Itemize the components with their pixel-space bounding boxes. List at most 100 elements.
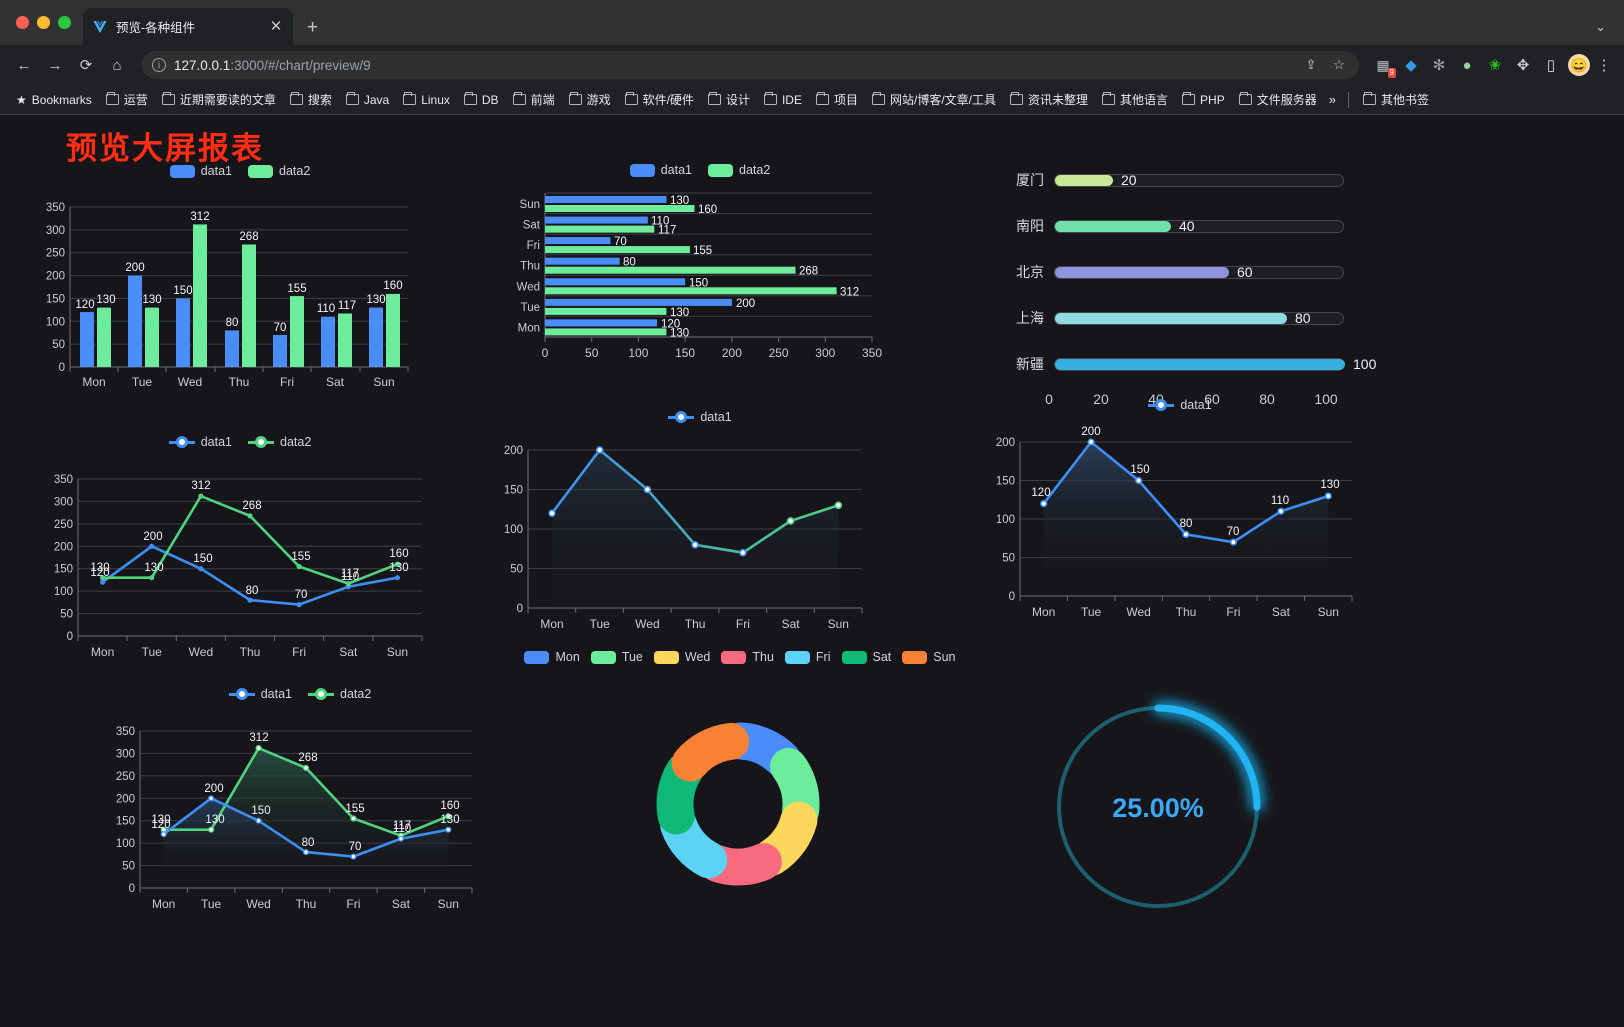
legend-label: data1 (660, 163, 692, 177)
bookmark-folder-3[interactable]: Java (340, 90, 395, 110)
page-title: 预览大屏报表 (66, 131, 264, 166)
browser-menu-icon[interactable]: ⋮ (1596, 57, 1612, 74)
browser-toolbar: ← → ⟳ ⌂ i 127.0.0.1:3000/#/chart/preview… (0, 45, 1624, 85)
close-tab-button[interactable]: ✕ (269, 18, 283, 35)
browser-tab[interactable]: 预览-各种组件 ✕ (83, 8, 293, 45)
green-dot-icon[interactable]: ● (1462, 56, 1472, 74)
folder-icon (763, 92, 777, 105)
svg-text:155: 155 (287, 283, 306, 295)
reload-icon[interactable]: ⟳ (79, 57, 93, 74)
donut-slice-tue[interactable] (650, 716, 826, 892)
donut-slice-thu[interactable] (655, 721, 821, 887)
legend-item-wed[interactable]: Wed (653, 650, 710, 664)
svg-text:160: 160 (383, 280, 402, 292)
bookmark-folder-10[interactable]: IDE (758, 90, 808, 110)
legend-item-data2[interactable]: data2 (248, 435, 311, 449)
minimize-window-button[interactable] (37, 16, 50, 29)
legend-item-sun[interactable]: Sun (902, 650, 956, 664)
bookmark-folder-8[interactable]: 软件/硬件 (619, 88, 700, 111)
maximize-window-button[interactable] (58, 16, 71, 29)
svg-text:80: 80 (1259, 391, 1275, 407)
legend-item-mon[interactable]: Mon (524, 650, 580, 664)
address-bar[interactable]: i 127.0.0.1:3000/#/chart/preview/9 ⇪ ☆ (142, 51, 1359, 79)
folder-icon (105, 92, 119, 105)
svg-text:70: 70 (274, 322, 287, 334)
legend-item-data2[interactable]: data2 (708, 163, 770, 177)
puzzle-icon[interactable]: ✥ (1516, 57, 1530, 74)
chart-vertical-bar: data1 data2 (30, 160, 450, 425)
bookmark-star-icon[interactable]: ☆ (1333, 57, 1345, 72)
bookmark-folder-9[interactable]: 设计 (702, 88, 756, 111)
legend-item-data1[interactable]: data1 (629, 163, 692, 177)
forward-icon[interactable]: → (47, 56, 63, 74)
legend-item-data1[interactable]: data1 (228, 687, 292, 701)
svg-text:Sun: Sun (1318, 605, 1339, 619)
svg-text:50: 50 (585, 346, 599, 360)
legend-label: data1 (1180, 398, 1212, 412)
svg-text:110: 110 (341, 571, 359, 583)
back-icon[interactable]: ← (16, 56, 32, 74)
bookmark-folder-6[interactable]: 前端 (507, 88, 561, 111)
bookmark-folder-4[interactable]: Linux (397, 90, 456, 110)
donut-slice-sun[interactable] (649, 715, 827, 893)
folder-icon (161, 92, 175, 105)
legend-item-data2[interactable]: data2 (308, 687, 371, 701)
chart-horizontal-bar: data1 data2 (500, 163, 900, 428)
folder-icon (1010, 92, 1023, 105)
divider (1347, 91, 1349, 108)
svg-text:0: 0 (129, 883, 135, 895)
legend-item-tue[interactable]: Tue (590, 650, 643, 664)
bookmark-folder-1[interactable]: 近期需要读的文章 (156, 88, 282, 111)
new-tab-button[interactable]: + (307, 17, 319, 38)
svg-text:250: 250 (769, 346, 789, 360)
bookmarks-root[interactable]: ★ Bookmarks (10, 90, 98, 110)
progress-fill (1055, 358, 1345, 370)
bookmark-label: 设计 (725, 93, 750, 107)
legend-item-data1[interactable]: data1 (1148, 398, 1212, 412)
chevron-down-icon[interactable]: ⌄ (1595, 19, 1606, 34)
home-icon[interactable]: ⌂ (112, 56, 122, 74)
bookmark-folder-0[interactable]: 运营 (100, 88, 154, 111)
bookmarks-overflow-button[interactable]: » (1328, 92, 1336, 107)
bookmark-folder-16[interactable]: 文件服务器 (1233, 88, 1323, 111)
gradient-line-svg: 200 150 100 50 0 Mon Tue Wed (504, 445, 863, 631)
diamond-icon[interactable]: ◆ (1405, 57, 1417, 74)
donut-slice-wed[interactable] (656, 722, 820, 886)
profile-avatar[interactable]: 😄 (1566, 52, 1592, 78)
bookmark-folder-13[interactable]: 资讯未整理 (1004, 88, 1094, 111)
bookmark-folder-15[interactable]: PHP (1176, 90, 1231, 110)
bookmark-folder-12[interactable]: 网站/博客/文章/工具 (866, 88, 1002, 111)
bookmark-folder-5[interactable]: DB (458, 90, 505, 110)
legend-item-sat[interactable]: Sat (841, 650, 891, 664)
bookmark-folder-2[interactable]: 搜索 (284, 88, 338, 111)
legend-item-data1[interactable]: data1 (668, 410, 732, 424)
donut-slice-sat[interactable] (656, 722, 820, 886)
svg-text:110: 110 (393, 823, 411, 835)
site-info-icon[interactable]: i (152, 58, 166, 72)
donut-slice-fri[interactable] (653, 719, 823, 889)
svg-text:200: 200 (125, 262, 144, 274)
gear-circle-icon[interactable]: ✻ (1432, 57, 1446, 74)
svg-text:Tue: Tue (521, 302, 540, 314)
folder-icon (624, 92, 638, 105)
close-window-button[interactable] (16, 16, 29, 29)
legend-item-data1[interactable]: data1 (169, 164, 232, 178)
svg-text:Sun: Sun (438, 897, 459, 911)
legend-item-fri[interactable]: Fri (784, 650, 831, 664)
svg-text:Wed: Wed (178, 375, 202, 389)
legend-item-thu[interactable]: Thu (721, 650, 774, 664)
bookmark-folder-14[interactable]: 其他语言 (1096, 88, 1174, 111)
window-controls[interactable] (10, 0, 83, 45)
extensions-grid-icon[interactable]: ▦ 9 (1376, 56, 1396, 78)
side-panel-icon[interactable]: ▯ (1546, 57, 1556, 74)
star-outline-green-icon[interactable]: ✬ (1488, 57, 1502, 74)
legend: data1 (500, 410, 900, 424)
other-bookmarks-folder[interactable]: 其他书签 (1357, 88, 1435, 111)
legend-item-data2[interactable]: data2 (248, 164, 310, 178)
bookmark-folder-11[interactable]: 项目 (810, 88, 864, 111)
legend-item-data1[interactable]: data1 (168, 435, 232, 449)
bookmark-folder-7[interactable]: 游戏 (563, 88, 617, 111)
share-icon[interactable]: ⇪ (1305, 57, 1317, 72)
